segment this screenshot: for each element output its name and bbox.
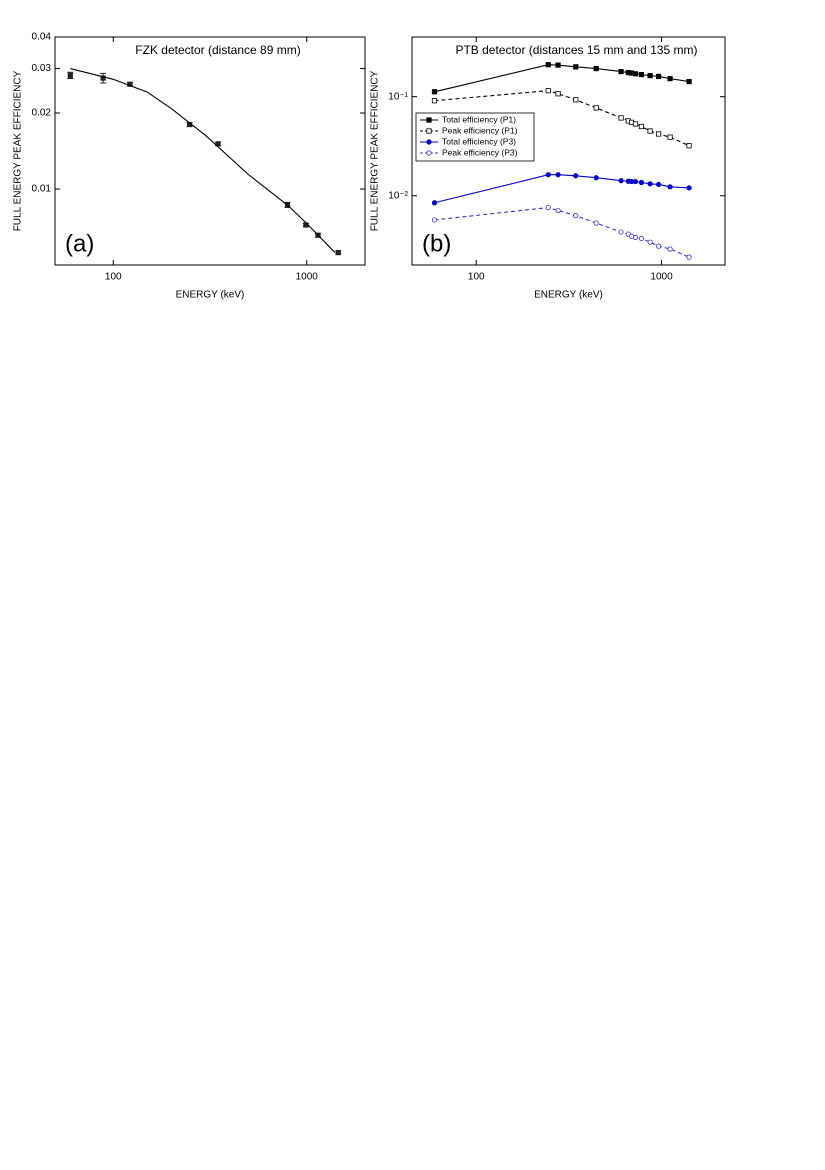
marker: [100, 75, 106, 81]
marker: [593, 105, 599, 111]
marker: [667, 246, 673, 252]
marker: [638, 179, 645, 186]
marker: [215, 141, 221, 147]
marker: [632, 121, 639, 127]
marker: [573, 173, 579, 179]
marker: [593, 220, 599, 226]
marker: [593, 175, 599, 181]
marker: [431, 89, 438, 95]
marker: [545, 172, 551, 178]
marker: [638, 235, 645, 242]
marker: [656, 131, 662, 137]
y-tick-label: 10⁻¹: [388, 91, 408, 102]
marker: [632, 178, 639, 185]
marker: [656, 73, 662, 80]
marker: [618, 178, 624, 184]
marker: [647, 239, 653, 245]
marker: [686, 185, 692, 191]
legend-marker: [426, 117, 432, 123]
marker: [632, 234, 639, 240]
series-line: [434, 174, 690, 204]
y-tick-label: 0.01: [32, 184, 52, 195]
x-axis-label: ENERGY (keV): [176, 290, 245, 301]
legend-label: Peak efficiency (P1): [442, 125, 518, 135]
marker: [335, 249, 341, 256]
plot-frame: [411, 36, 726, 266]
legend-marker: [426, 139, 432, 145]
marker: [686, 254, 692, 260]
panel-label: (b): [422, 230, 451, 257]
legend-label: Peak efficiency (P3): [442, 147, 518, 157]
marker: [573, 64, 579, 70]
marker: [618, 69, 624, 75]
x-axis-label: ENERGY (keV): [534, 290, 603, 301]
marker: [667, 76, 673, 82]
marker: [632, 71, 639, 77]
plot-frame: [54, 36, 366, 266]
marker: [647, 128, 653, 134]
marker: [545, 204, 551, 211]
marker: [667, 134, 673, 140]
x-tick-label: 100: [468, 272, 485, 283]
marker: [555, 172, 561, 178]
marker: [593, 65, 599, 72]
marker: [638, 123, 645, 130]
marker: [67, 72, 73, 78]
marker: [431, 200, 438, 206]
chart-title: FZK detector (distance 89 mm): [135, 43, 300, 57]
marker: [555, 207, 561, 214]
marker: [555, 91, 561, 97]
y-tick-label: 0.03: [32, 63, 52, 74]
marker: [555, 62, 561, 68]
marker: [686, 143, 692, 149]
legend-marker: [426, 150, 432, 156]
marker: [545, 88, 551, 94]
marker: [667, 184, 673, 190]
marker: [618, 115, 624, 121]
marker: [431, 98, 438, 104]
marker: [647, 181, 653, 187]
x-tick-label: 1000: [650, 272, 673, 283]
marker: [545, 62, 551, 68]
y-axis-label: FULL ENERGY PEAK EFFICIENCY: [13, 70, 24, 231]
panel-label: (a): [65, 230, 94, 257]
series-line: [70, 68, 336, 253]
marker: [656, 181, 662, 188]
x-tick-label: 1000: [296, 272, 319, 283]
legend-label: Total efficiency (P1): [442, 114, 516, 124]
marker: [638, 71, 645, 78]
series-line: [434, 206, 690, 258]
marker: [431, 217, 438, 223]
x-tick-label: 100: [105, 272, 122, 283]
marker: [647, 73, 653, 79]
marker: [686, 78, 692, 85]
legend-label: Total efficiency (P3): [442, 136, 516, 146]
y-axis-label: FULL ENERGY PEAK EFFICIENCY: [370, 70, 381, 231]
y-tick-label: 0.04: [32, 32, 52, 43]
chart-title: PTB detector (distances 15 mm and 135 mm…: [455, 43, 697, 57]
series-line: [434, 64, 690, 93]
marker: [656, 243, 662, 249]
legend-marker: [426, 128, 432, 134]
y-tick-label: 10⁻²: [388, 190, 408, 201]
marker: [573, 213, 579, 219]
y-tick-label: 0.02: [32, 108, 52, 119]
legend-box: [415, 112, 535, 162]
marker: [573, 97, 579, 103]
marker: [618, 229, 624, 235]
